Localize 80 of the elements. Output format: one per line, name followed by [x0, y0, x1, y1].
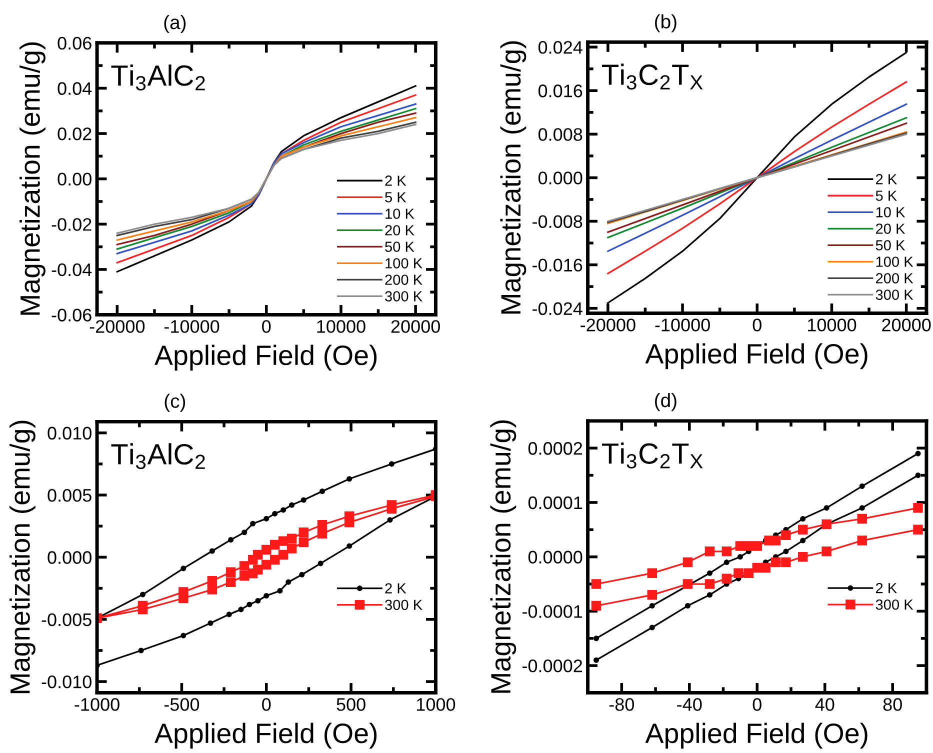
chart-title: (c) — [164, 394, 186, 412]
y-tick-label: -0.02 — [52, 218, 92, 231]
x-tick-label: -10000 — [655, 318, 710, 332]
x-tick-label: 0 — [752, 318, 762, 332]
x-tick-label: 1000 — [417, 698, 456, 711]
y-tick-label: -0.0001 — [522, 605, 582, 618]
y-tick-label: 0.02 — [58, 127, 92, 140]
legend-label: 300 K — [385, 291, 422, 302]
x-tick-label: 0 — [752, 698, 762, 711]
legend-label: 300 K — [385, 600, 422, 610]
x-axis-title: Applied Field (Oe) — [645, 343, 868, 370]
x-tick-label: 20000 — [391, 320, 440, 333]
y-tick-label: 0.008 — [538, 128, 582, 141]
x-tick-label: -20000 — [580, 318, 636, 332]
annotation: Ti$_{3}$AlC$_{2}$ — [111, 64, 205, 90]
legend-label: 2 K — [876, 582, 897, 594]
x-tick-label: -20000 — [90, 320, 145, 333]
x-tick-label: 10000 — [317, 320, 366, 333]
x-tick-label: 10000 — [808, 318, 856, 332]
y-tick-label: -0.005 — [42, 613, 92, 626]
x-axis-title: Applied Field (Oe) — [154, 722, 377, 749]
annotation: Ti$_{3}$C$_{2}$T$_{X}$ — [602, 442, 703, 468]
y-axis-title: Magnetization (emu/g) — [10, 420, 36, 694]
chart-title: (b) — [655, 14, 676, 32]
y-tick-label: 0.00 — [58, 172, 92, 186]
legend-label: 50 K — [385, 242, 414, 252]
y-tick-label: 0.0002 — [528, 442, 582, 455]
y-tick-label: -0.010 — [42, 676, 92, 688]
legend-label: 10 K — [386, 208, 414, 219]
y-tick-label: 0.010 — [48, 426, 92, 440]
y-tick-label: 0.06 — [58, 36, 92, 50]
legend-label: 20 K — [876, 224, 906, 234]
y-tick-label: 0.024 — [538, 41, 582, 54]
annotation: Ti$_{3}$C$_{2}$T$_{X}$ — [602, 64, 703, 90]
x-axis-title: Applied Field (Oe) — [154, 344, 377, 371]
x-tick-label: -40 — [677, 698, 702, 711]
x-axis-title: Applied Field (Oe) — [645, 722, 868, 749]
legend-label: 200 K — [385, 274, 422, 285]
x-tick-label: 0 — [262, 698, 271, 711]
x-tick-label: 20000 — [882, 318, 931, 332]
legend-label: 2 K — [385, 583, 406, 594]
x-tick-label: 500 — [336, 698, 366, 711]
y-tick-label: -0.016 — [532, 258, 582, 272]
legend-label: 10 K — [876, 207, 906, 218]
legend-label: 300 K — [876, 290, 914, 300]
y-axis-title: Magnetization (emu/g) — [490, 420, 516, 693]
x-tick-label: -80 — [609, 698, 634, 711]
legend-label: 20 K — [385, 225, 414, 236]
y-tick-label: -0.06 — [52, 308, 92, 322]
legend-label: 100 K — [876, 256, 914, 267]
chart-title: (d) — [655, 392, 676, 412]
y-tick-label: 0.04 — [58, 82, 92, 95]
annotation: Ti$_{3}$AlC$_{2}$ — [111, 443, 205, 470]
x-tick-label: 80 — [883, 698, 902, 711]
y-tick-label: 0.000 — [48, 551, 92, 564]
x-tick-label: 0 — [262, 320, 271, 333]
x-tick-label: -1000 — [74, 698, 120, 711]
legend-label: 5 K — [876, 190, 897, 201]
x-tick-label: -500 — [164, 698, 200, 711]
y-tick-label: 0.0001 — [528, 496, 582, 510]
legend-label: 2 K — [876, 174, 897, 184]
y-tick-label: 0.005 — [48, 488, 92, 502]
y-tick-label: -0.0002 — [522, 660, 582, 672]
y-tick-label: 0.000 — [538, 172, 582, 184]
y-axis-title: Magnetization (emu/g) — [20, 42, 46, 315]
legend-label: 5 K — [385, 192, 406, 202]
legend-label: 100 K — [386, 258, 422, 268]
legend-label: 50 K — [876, 240, 906, 250]
y-tick-label: -0.024 — [532, 302, 582, 316]
y-tick-label: -0.008 — [532, 215, 582, 228]
legend-label: 2 K — [385, 176, 406, 186]
legend-label: 300 K — [876, 599, 914, 610]
chart-title: (a) — [164, 14, 186, 34]
x-tick-label: 40 — [815, 698, 834, 711]
y-tick-label: -0.04 — [52, 263, 92, 276]
y-tick-label: 0.016 — [538, 84, 582, 98]
legend-label: 200 K — [876, 273, 914, 284]
y-tick-label: 0.0000 — [528, 550, 582, 564]
x-tick-label: -10000 — [164, 320, 220, 333]
y-axis-title: Magnetization (emu/g) — [500, 41, 526, 314]
